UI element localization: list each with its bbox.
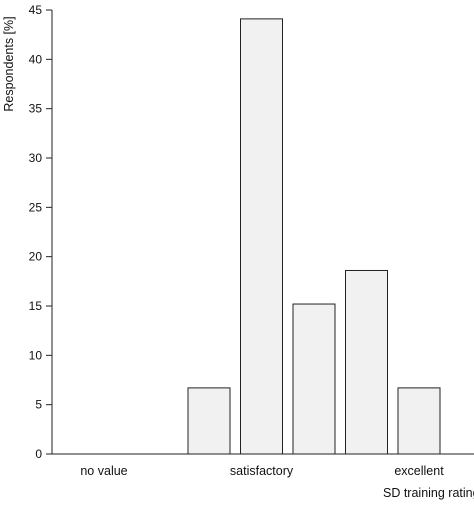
- x-tick-label: excellent: [394, 464, 444, 478]
- y-tick-label: 35: [29, 102, 43, 116]
- x-tick-label: satisfactory: [230, 464, 294, 478]
- y-tick-label: 20: [29, 250, 43, 264]
- y-tick-label: 30: [29, 151, 43, 165]
- bar: [345, 269, 388, 455]
- y-tick-label: 15: [29, 299, 43, 313]
- y-axis: 0 5 10 15 20 25 30 35 40 45: [29, 3, 53, 461]
- y-tick-label: 25: [29, 200, 43, 214]
- y-tick-label: 40: [29, 52, 43, 66]
- x-tick-label: no value: [80, 464, 127, 478]
- bar: [240, 18, 283, 455]
- y-tick-label: 0: [35, 447, 42, 461]
- x-axis-title: SD training rating: [383, 486, 474, 500]
- y-tick-label: 10: [29, 348, 43, 362]
- bar: [397, 387, 441, 455]
- bar: [292, 303, 336, 455]
- x-axis: no value satisfactory excellent: [52, 453, 474, 478]
- bars: [187, 18, 441, 455]
- bar: [187, 387, 231, 455]
- y-tick-label: 5: [35, 398, 42, 412]
- y-tick-label: 45: [29, 3, 43, 17]
- y-axis-title: Respondents [%]: [2, 16, 16, 111]
